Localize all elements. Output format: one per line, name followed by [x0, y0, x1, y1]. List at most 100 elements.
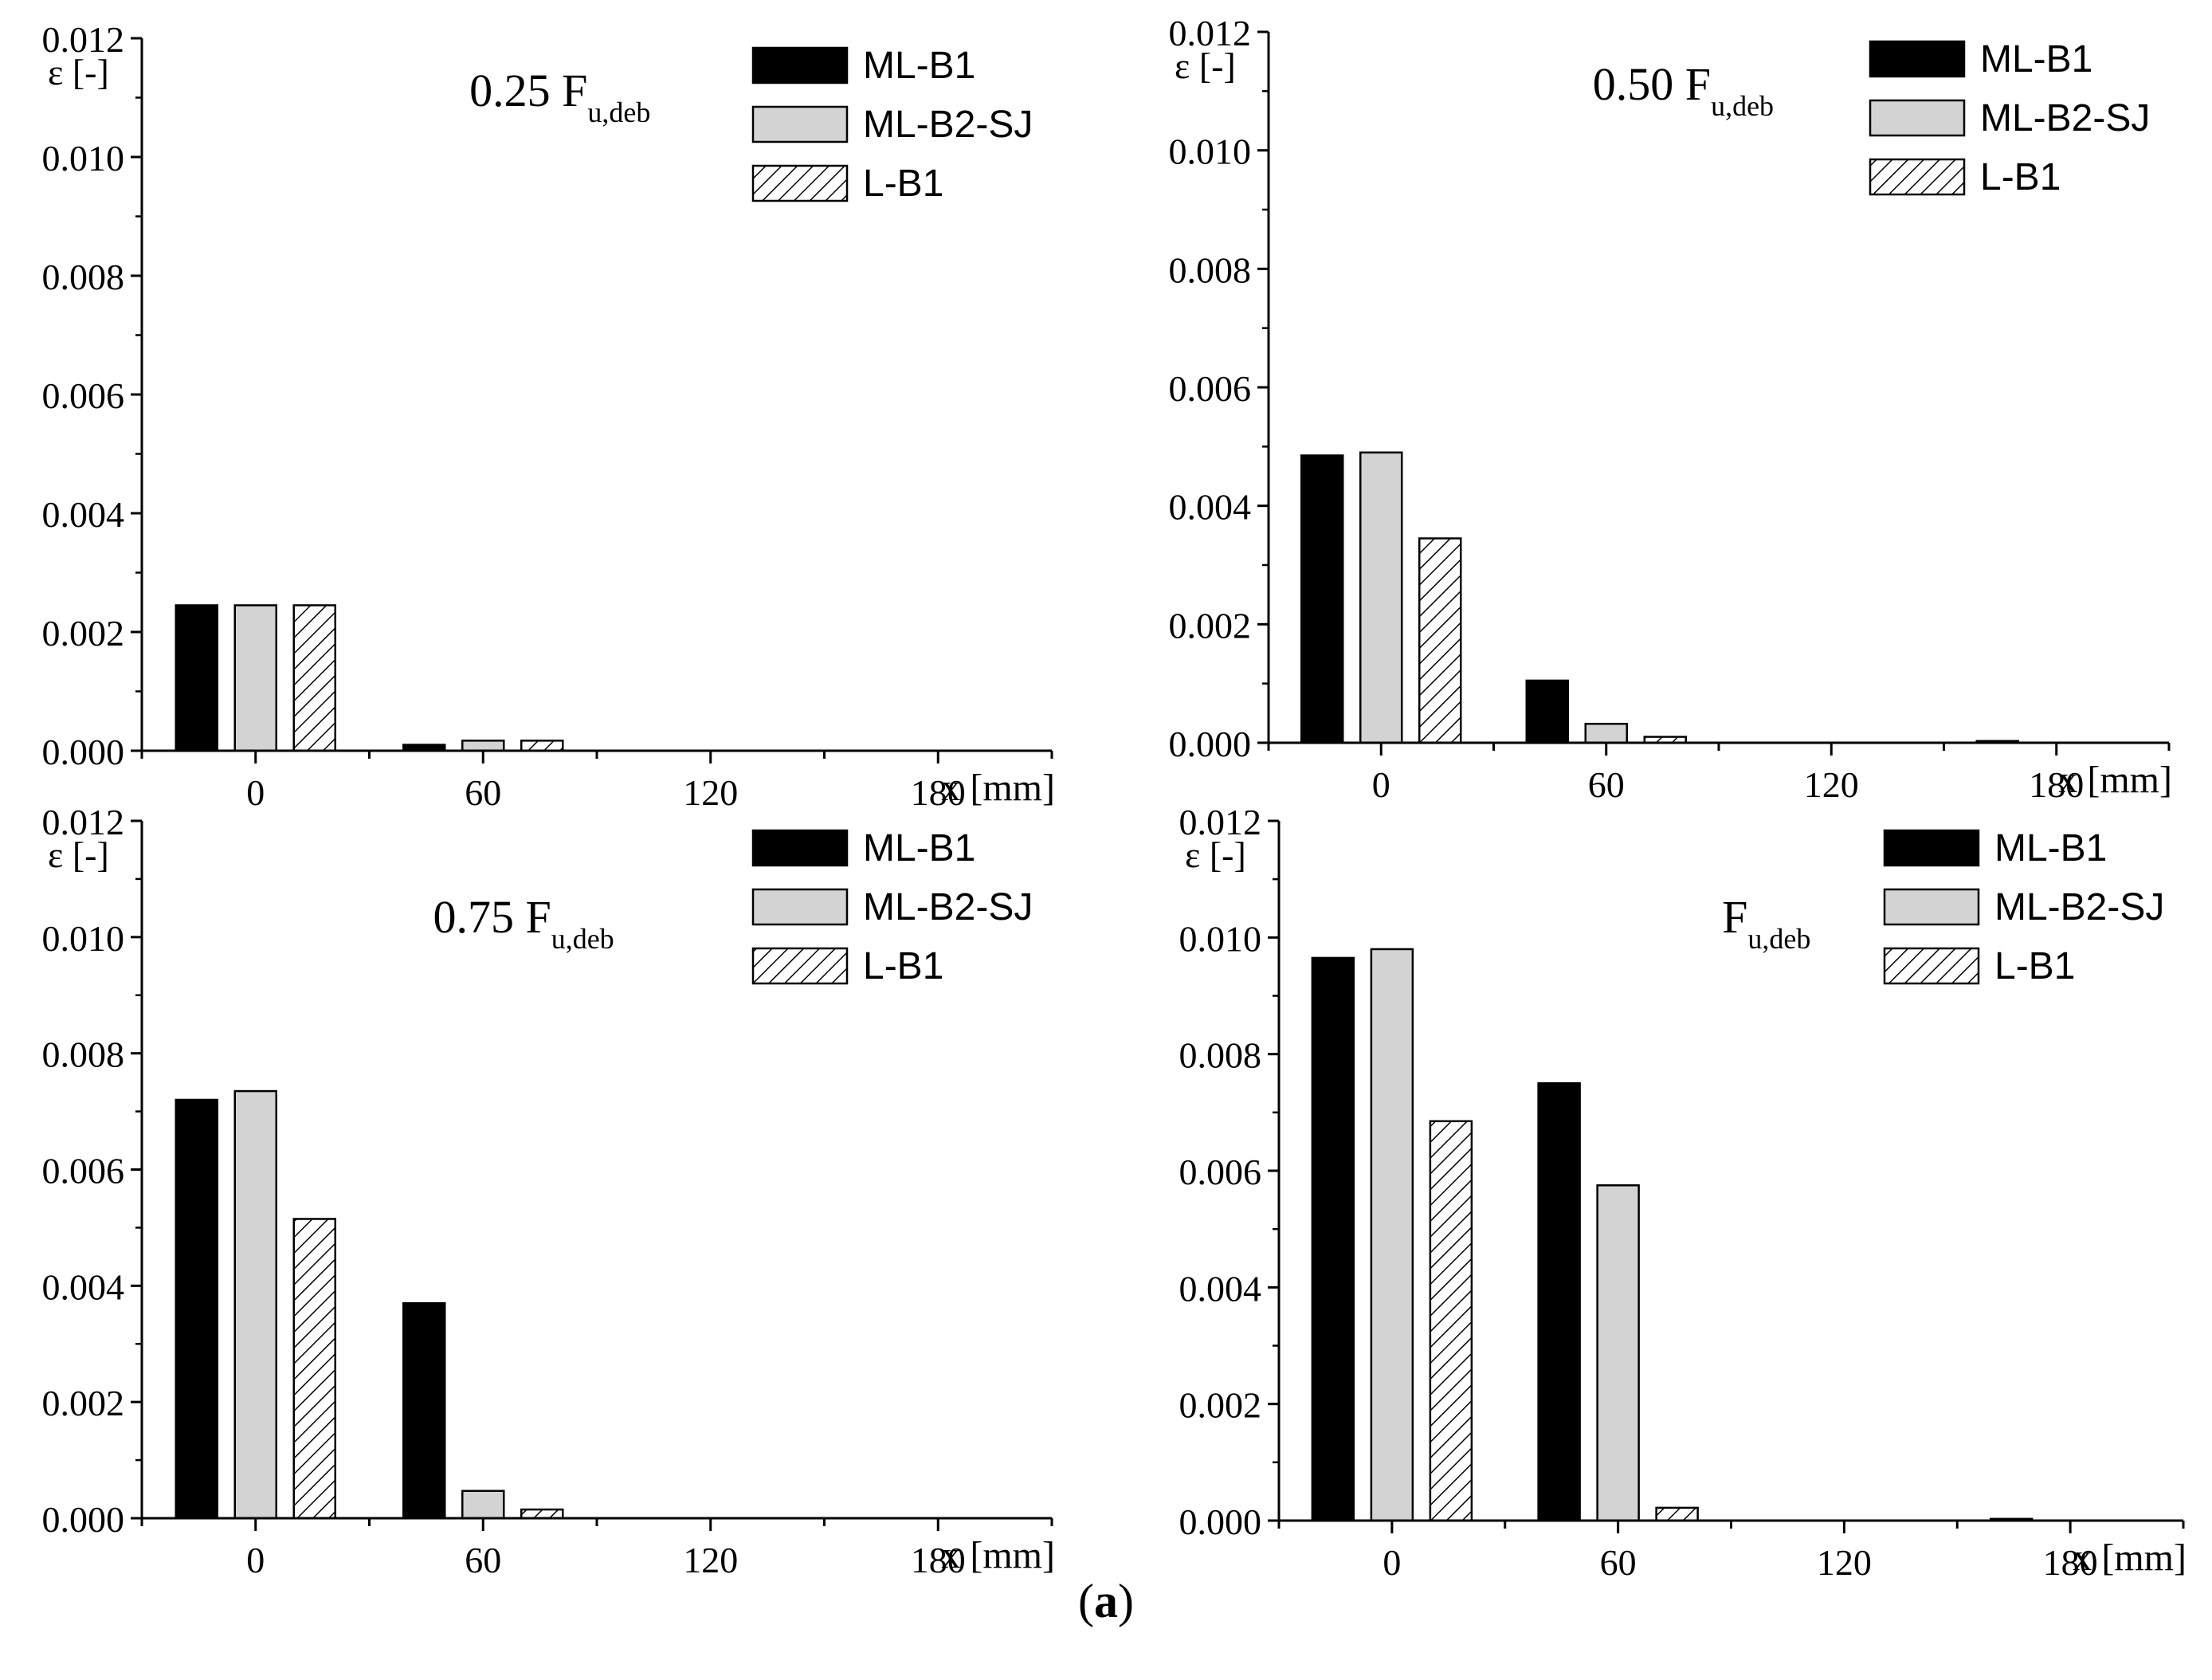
legend-swatch-ml-b1 — [751, 46, 849, 84]
y-axis-label: ε [-] — [1185, 834, 1246, 875]
legend-label: ML-B2-SJ — [1994, 886, 2164, 928]
y-tick-label: 0.002 — [42, 1383, 125, 1423]
x-tick-label: 120 — [683, 1540, 738, 1580]
bar-l-b1-x60 — [520, 740, 564, 752]
y-tick-label: 0.006 — [42, 1151, 125, 1191]
y-tick-label: 0.006 — [1179, 1152, 1262, 1192]
bar-ml-b1-x0 — [175, 1098, 218, 1520]
y-tick-label: 0.004 — [42, 1266, 125, 1307]
legend-swatch-ml-b1 — [1869, 40, 1966, 78]
panel-title-subscript: u,deb — [1711, 90, 1774, 122]
legend-swatch-l-b1 — [1883, 947, 1980, 985]
bar-l-b1-x0 — [1418, 537, 1462, 744]
bar-ml-b1-x0 — [175, 604, 218, 752]
bar-ml-b2-sj-x60 — [1584, 722, 1628, 744]
y-tick-label: 0.000 — [1179, 1501, 1262, 1542]
y-tick-label: 0.012 — [1169, 13, 1252, 53]
x-tick-label: 120 — [683, 772, 738, 813]
legend-swatch-ml-b2-sj — [751, 105, 849, 143]
legend-label: L-B1 — [863, 163, 943, 205]
legend-swatch-l-b1 — [751, 164, 849, 202]
x-axis-label: x [mm] — [2073, 1537, 2187, 1579]
bar-ml-b2-sj-x0 — [233, 1089, 277, 1520]
y-tick-label: 0.004 — [1179, 1268, 1262, 1309]
bar-l-b1-x0 — [292, 604, 336, 752]
bar-ml-b2-sj-x60 — [461, 1490, 505, 1520]
legend: ML-B1 ML-B2-SJ L-B1 — [1869, 38, 2150, 198]
y-tick-label: 0.008 — [42, 1034, 125, 1075]
legend-label: L-B1 — [1994, 945, 2075, 987]
x-tick-label: 180 — [2043, 1542, 2098, 1583]
x-tick-label: 60 — [465, 1540, 501, 1580]
y-tick-label: 0.000 — [1169, 724, 1252, 764]
bar-ml-b1-x60 — [1537, 1082, 1581, 1522]
x-axis-label: x [mm] — [2058, 759, 2172, 801]
y-axis-label: ε [-] — [48, 834, 109, 875]
bar-l-b1-x60 — [520, 1508, 564, 1520]
y-tick-label: 0.008 — [1169, 249, 1252, 290]
x-tick-label: 0 — [246, 1540, 265, 1580]
legend-label: L-B1 — [1980, 156, 2061, 198]
bar-ml-b1-x60 — [1525, 679, 1569, 744]
legend-label: ML-B1 — [1980, 38, 2092, 80]
y-tick-label: 0.002 — [1169, 605, 1252, 646]
y-tick-label: 0.008 — [1179, 1035, 1262, 1076]
legend-swatch-l-b1 — [1869, 158, 1966, 196]
x-tick-label: 180 — [911, 772, 966, 813]
figure-caption: (a) — [1078, 1575, 1134, 1627]
y-tick-label: 0.000 — [42, 732, 125, 772]
x-tick-label: 60 — [465, 772, 501, 813]
y-tick-label: 0.012 — [1179, 802, 1262, 842]
bar-l-b1-x0 — [292, 1218, 336, 1520]
panel-title-subscript: u,deb — [587, 96, 650, 128]
panel-title: 0.25 Fu,deb — [469, 65, 650, 128]
y-tick-label: 0.010 — [42, 918, 125, 959]
legend-label: ML-B1 — [1994, 827, 2107, 869]
bar-ml-b1-x0 — [1300, 454, 1344, 744]
panel-title-subscript: u,deb — [551, 923, 614, 955]
bar-l-b1-x0 — [1429, 1120, 1473, 1522]
legend-label: ML-B2-SJ — [863, 886, 1033, 928]
legend-swatch-l-b1 — [751, 947, 849, 985]
y-tick-label: 0.008 — [42, 257, 125, 297]
x-tick-label: 0 — [1382, 1542, 1401, 1583]
legend: ML-B1 ML-B2-SJ L-B1 — [751, 827, 1033, 987]
chart-panel-2: 0.000 0.002 0.004 0.006 0.008 0.010 0.012 0 60 12… — [1169, 13, 2173, 805]
x-tick-label: 120 — [1817, 1542, 1872, 1583]
legend-swatch-ml-b2-sj — [1869, 99, 1966, 137]
bar-ml-b2-sj-x60 — [1596, 1184, 1640, 1522]
legend-label: ML-B2-SJ — [863, 104, 1033, 146]
legend-swatch-ml-b1 — [1883, 829, 1980, 867]
legend-label: ML-B1 — [863, 45, 975, 87]
chart-panel-1: 0.000 0.002 0.004 0.006 0.008 0.010 0.012 0 60 12… — [42, 19, 1056, 813]
y-tick-label: 0.002 — [1179, 1385, 1262, 1426]
y-tick-label: 0.012 — [42, 19, 125, 60]
bar-ml-b2-sj-x0 — [233, 604, 277, 752]
chart-panel-4: 0.000 0.002 0.004 0.006 0.008 0.010 0.012 0 60 12… — [1179, 802, 2187, 1583]
chart-panel-3: 0.000 0.002 0.004 0.006 0.008 0.010 0.012 0 60 12… — [42, 802, 1056, 1580]
legend-label: ML-B2-SJ — [1980, 97, 2150, 139]
y-tick-label: 0.002 — [42, 613, 125, 654]
legend-label: L-B1 — [863, 945, 943, 987]
bar-ml-b2-sj-x0 — [1359, 451, 1403, 744]
x-tick-label: 60 — [1588, 764, 1625, 805]
legend-swatch-ml-b1 — [751, 829, 849, 867]
y-tick-label: 0.000 — [42, 1499, 125, 1540]
y-tick-label: 0.004 — [1169, 487, 1252, 528]
y-tick-label: 0.010 — [1169, 131, 1252, 172]
panel-title-main: F — [1722, 891, 1747, 943]
panel-title-main: 0.50 F — [1593, 58, 1711, 110]
bar-l-b1-x60 — [1655, 1506, 1699, 1522]
y-axis-label: ε [-] — [1175, 45, 1236, 86]
y-tick-label: 0.010 — [42, 138, 125, 179]
x-tick-label: 180 — [2029, 764, 2084, 805]
panel-title-subscript: u,deb — [1747, 923, 1810, 955]
y-axis-label: ε [-] — [48, 52, 109, 92]
bar-ml-b1-x60 — [402, 1301, 446, 1520]
panel-title: 0.50 Fu,deb — [1593, 58, 1774, 122]
y-tick-label: 0.012 — [42, 802, 125, 842]
x-tick-label: 60 — [1600, 1542, 1637, 1583]
panel-title-main: 0.75 F — [433, 891, 551, 943]
legend-label: ML-B1 — [863, 827, 975, 869]
